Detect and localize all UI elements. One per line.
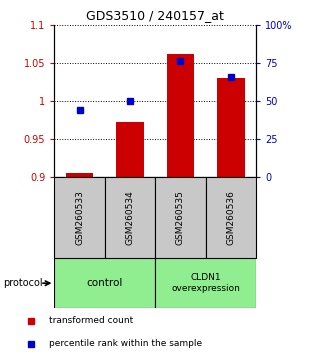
Text: CLDN1
overexpression: CLDN1 overexpression [171, 274, 240, 293]
Text: GSM260533: GSM260533 [75, 190, 84, 245]
Bar [217, 78, 245, 177]
Bar [206, 177, 256, 258]
Text: transformed count: transformed count [49, 316, 133, 325]
Bar [116, 122, 144, 177]
Bar [54, 177, 105, 258]
Bar [66, 173, 93, 177]
Bar [166, 54, 194, 177]
Text: percentile rank within the sample: percentile rank within the sample [49, 339, 202, 348]
Text: GSM260534: GSM260534 [125, 190, 134, 245]
Text: protocol: protocol [3, 278, 43, 288]
Bar [54, 258, 155, 308]
Text: GSM260535: GSM260535 [176, 190, 185, 245]
Bar [155, 258, 256, 308]
Bar [155, 177, 206, 258]
Title: GDS3510 / 240157_at: GDS3510 / 240157_at [86, 9, 224, 22]
Text: GSM260536: GSM260536 [226, 190, 235, 245]
Bar [105, 177, 155, 258]
Text: control: control [87, 278, 123, 288]
